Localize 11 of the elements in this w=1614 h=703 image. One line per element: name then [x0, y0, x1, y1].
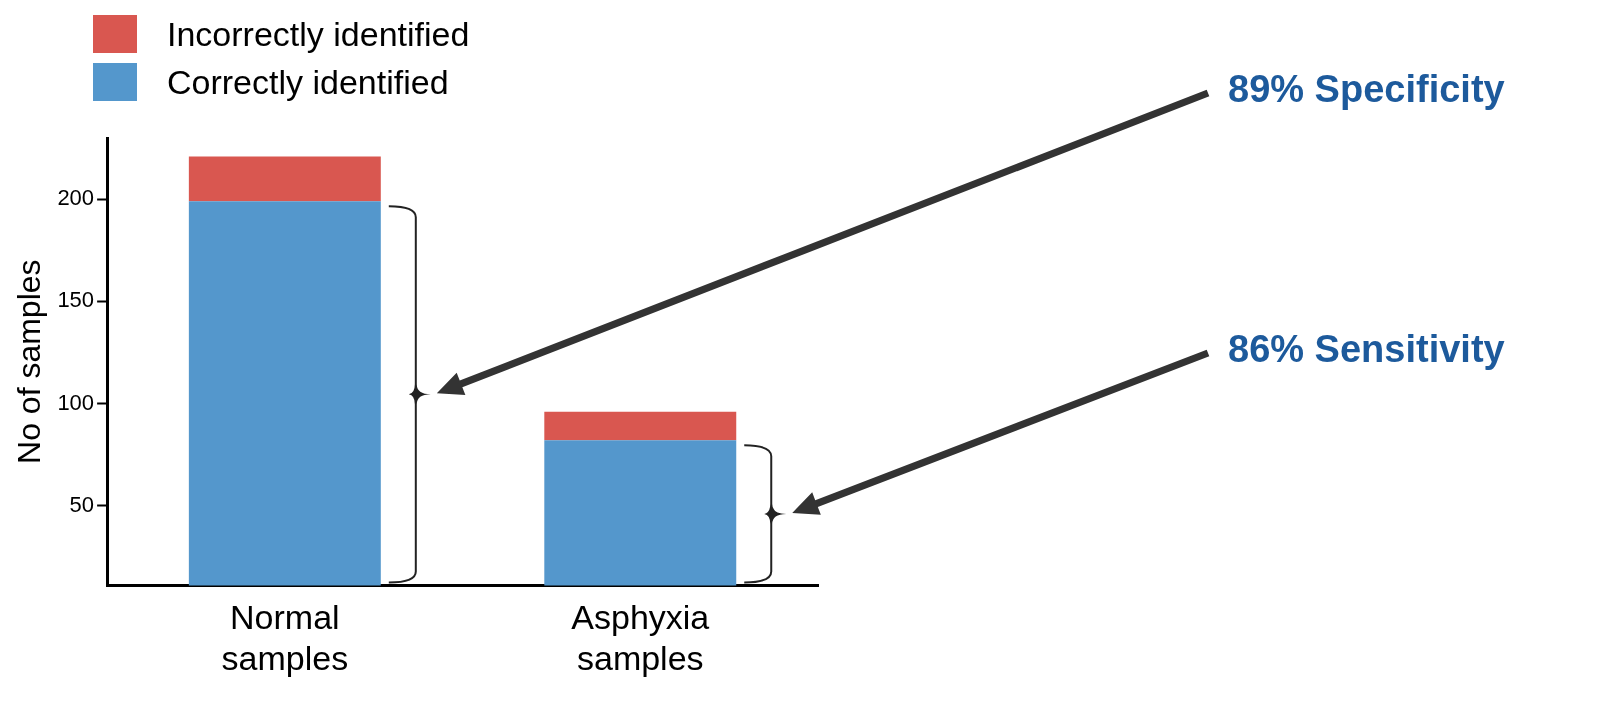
- y-tick-label: 100: [57, 389, 95, 415]
- y-axis-title: No of samples: [11, 259, 48, 464]
- legend-label: Incorrectly identified: [167, 14, 470, 54]
- y-tick-label: 50: [69, 491, 95, 517]
- x-tick-label: Asphyxia samples: [571, 598, 710, 677]
- y-tick-label: 150: [57, 287, 95, 313]
- y-tick-label: 200: [57, 185, 95, 211]
- text: 86% Sensitivity: [1228, 328, 1505, 371]
- text: 89% Specificity: [1228, 68, 1505, 111]
- x-tick-label: Normal samples: [221, 598, 349, 677]
- legend-label: Correctly identified: [167, 62, 449, 102]
